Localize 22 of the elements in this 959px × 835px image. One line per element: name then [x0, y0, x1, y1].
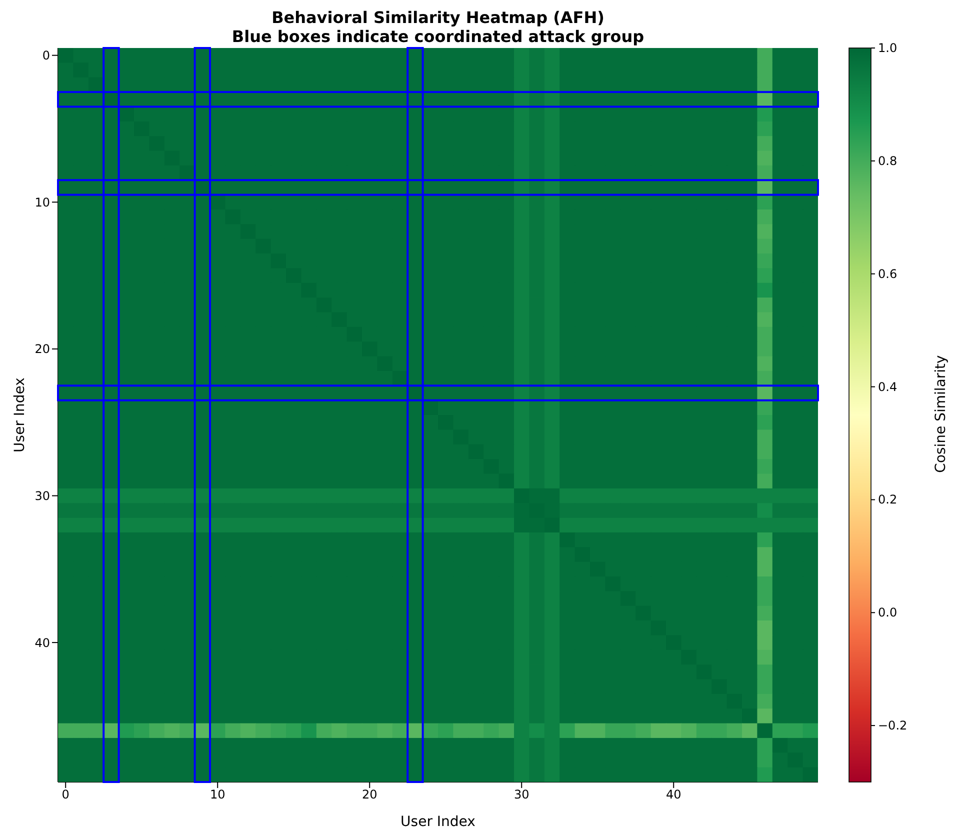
y-axis-title: User Index: [12, 378, 28, 452]
y-tick-label: 40: [34, 636, 50, 650]
x-tick-label: 40: [666, 788, 682, 802]
color-bar-label: −0.2: [878, 718, 908, 733]
y-tick-label: 20: [34, 342, 50, 356]
color-bar-label: 0.8: [878, 154, 898, 168]
color-bar-label: 0.0: [878, 606, 898, 620]
x-axis-title: User Index: [400, 814, 476, 830]
color-bar-label: 0.2: [878, 492, 898, 507]
color-bar-label: 0.4: [878, 380, 898, 394]
chart-subtitle: Blue boxes indicate coordinated attack group: [230, 27, 646, 46]
color-bar-label: 0.6: [878, 266, 898, 281]
chart-title: Behavioral Similarity Heatmap (AFH): [270, 8, 606, 27]
y-tick-label: 0: [42, 48, 50, 63]
x-tick-label: 10: [210, 788, 226, 802]
color-bar-title: Cosine Similarity: [933, 355, 949, 473]
y-tick-label: 30: [34, 489, 50, 503]
x-tick-label: 0: [62, 788, 70, 802]
color-bar-label: 1.0: [878, 41, 898, 55]
y-tick-label: 10: [34, 195, 50, 210]
x-tick-label: 20: [362, 788, 378, 802]
x-tick-label: 30: [514, 788, 530, 802]
